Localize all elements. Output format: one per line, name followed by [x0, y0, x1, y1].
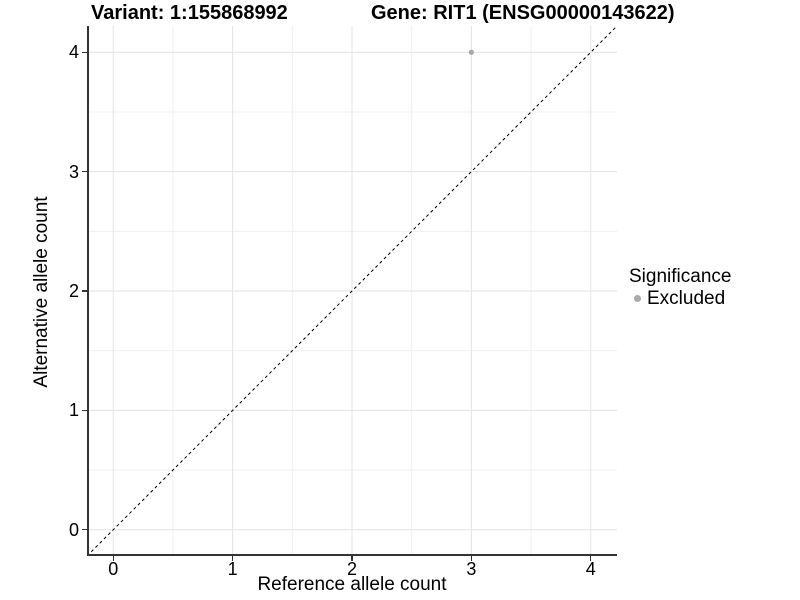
legend-title: Significance: [629, 266, 732, 287]
plot-title-variant: Variant: 1:155868992: [91, 2, 288, 24]
y-tick-mark: [82, 290, 87, 292]
reference-diagonal-line: [87, 26, 617, 556]
x-tick-label: 1: [227, 559, 238, 579]
legend-item-excluded: Excluded: [629, 288, 731, 309]
x-tick-label: 0: [108, 559, 119, 579]
x-tick-mark: [351, 556, 353, 561]
legend-key-dot: [634, 295, 641, 302]
y-tick-label: 1: [68, 400, 79, 421]
plot-canvas: [87, 26, 617, 556]
legend-item-label: Excluded: [647, 288, 726, 309]
axis-lines: [87, 26, 617, 556]
x-axis-title: Reference allele count: [257, 574, 447, 595]
grid-major: [87, 26, 617, 556]
y-axis-title: Alternative allele count: [31, 196, 52, 388]
plot-panel: [87, 26, 617, 556]
legend: Significance Excluded: [629, 266, 731, 309]
y-tick-label: 0: [68, 519, 79, 540]
x-tick-mark: [470, 556, 473, 561]
y-tick-label: 4: [68, 42, 79, 63]
y-tick-label: 2: [68, 281, 79, 301]
x-tick-label: 3: [466, 559, 477, 579]
x-tick-mark: [231, 556, 234, 561]
x-tick-mark: [112, 556, 114, 561]
x-tick-label: 4: [585, 559, 596, 579]
y-tick-mark: [82, 409, 87, 412]
data-points: [468, 49, 474, 55]
y-tick-mark: [82, 170, 87, 173]
x-tick-label: 2: [346, 559, 357, 579]
y-tick-mark: [82, 51, 87, 53]
x-tick-mark: [589, 556, 592, 561]
data-point: [468, 49, 474, 55]
y-tick-mark: [82, 528, 87, 531]
plot-title-gene: Gene: RIT1 (ENSG00000143622): [371, 2, 675, 24]
y-tick-label: 3: [68, 161, 79, 182]
